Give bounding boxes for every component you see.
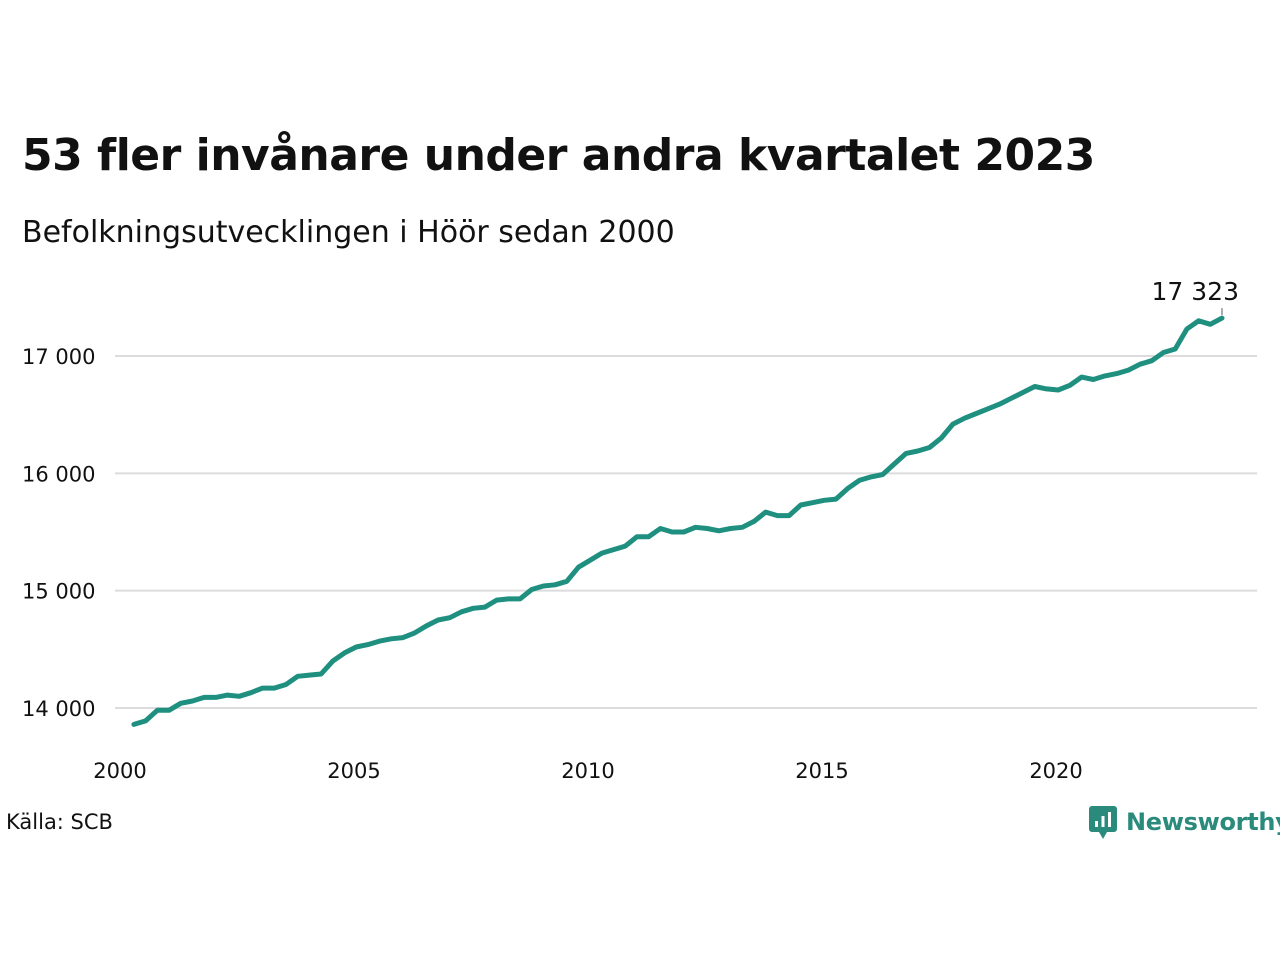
line-chart: 14 000 15 000 16 000 17 000 2000 2005 2010 201… xyxy=(22,277,1257,783)
y-tick-label: 17 000 xyxy=(22,345,95,369)
y-tick-label: 15 000 xyxy=(22,580,95,604)
y-tick-labels: 14 000 15 000 16 000 17 000 xyxy=(22,345,95,721)
annotation: 17 323 xyxy=(1152,277,1239,316)
series-line xyxy=(131,315,1225,727)
x-tick-label: 2000 xyxy=(93,759,146,783)
series-lines xyxy=(131,315,1225,727)
source-note: Källa: SCB xyxy=(6,810,113,834)
annotation-label: 17 323 xyxy=(1152,277,1239,306)
x-tick-label: 2015 xyxy=(795,759,848,783)
grid-lines xyxy=(115,355,1257,709)
y-tick-label: 16 000 xyxy=(22,462,95,486)
brand-logo[interactable]: Newsworthy xyxy=(1088,804,1280,840)
chart-subtitle: Befolkningsutvecklingen i Höör sedan 200… xyxy=(22,215,675,250)
y-tick-label: 14 000 xyxy=(22,697,95,721)
x-tick-label: 2005 xyxy=(327,759,380,783)
x-tick-label: 2020 xyxy=(1029,759,1082,783)
newsworthy-logo-icon xyxy=(1089,806,1117,839)
brand-name: Newsworthy xyxy=(1126,808,1280,836)
x-tick-labels: 2000 2005 2010 2015 2020 xyxy=(93,759,1082,783)
x-tick-label: 2010 xyxy=(561,759,614,783)
chart-title: 53 fler invånare under andra kvartalet 2… xyxy=(22,130,1095,181)
